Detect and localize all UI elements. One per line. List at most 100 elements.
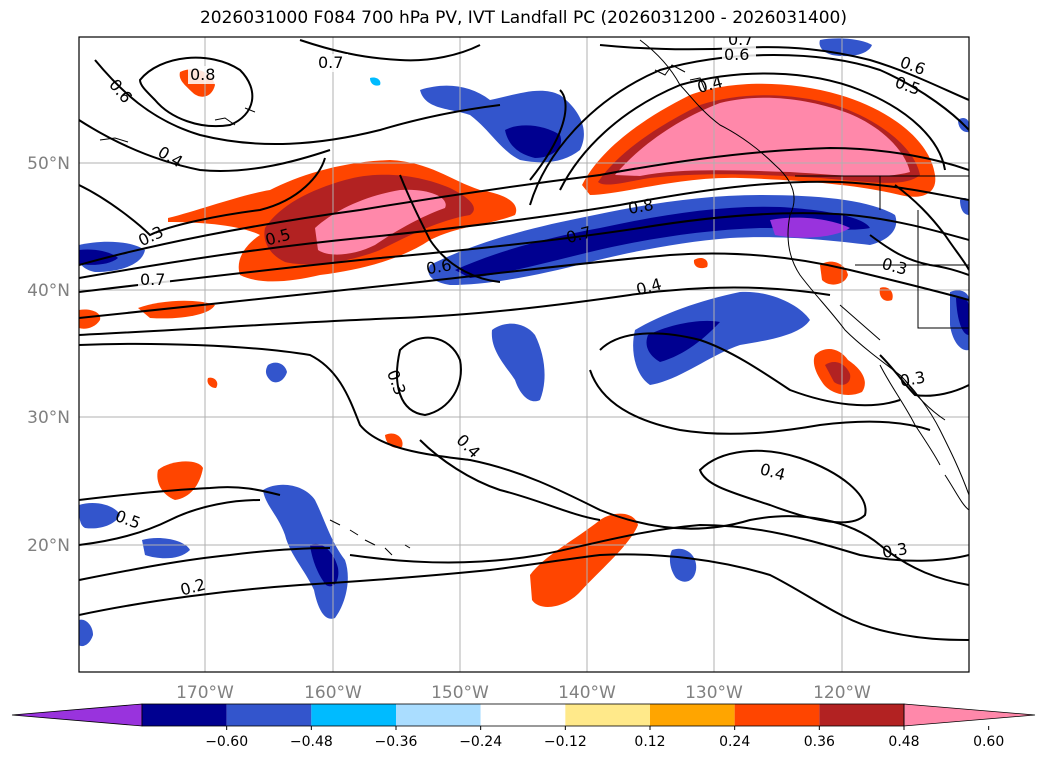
contour-line [894, 184, 969, 271]
contour-label: 0.6 [724, 45, 749, 64]
plot-area: 0.8 0.7 0.6 0.4 0.3 0.5 0.7 0.6 0.7 0.8 … [79, 37, 969, 672]
negative-anomaly-region [505, 125, 562, 158]
border-us-states [839, 176, 969, 341]
negative-anomaly-region [455, 206, 870, 278]
contour-line [79, 342, 969, 586]
lat-tick-label: 40°N [27, 281, 70, 301]
lon-axis: 170°W 160°W 150°W 140°W 130°W 120°W [176, 683, 871, 703]
contour-line [79, 486, 281, 501]
lat-tick-label: 30°N [27, 408, 70, 428]
contour-line [79, 553, 969, 641]
colorbar-swatch [480, 704, 566, 726]
colorbar-swatch [311, 704, 396, 726]
colorbar-tick-label: −0.60 [205, 734, 248, 750]
contour-line [79, 146, 969, 266]
contour-label: 0.8 [190, 65, 215, 84]
positive-anomaly-region [615, 97, 910, 177]
contour-line [559, 72, 946, 191]
negative-anomaly-region [79, 249, 118, 265]
lat-axis: 50°N 40°N 30°N 20°N [27, 154, 70, 556]
coastline-hawaii [329, 519, 411, 556]
colorbar-tick-label: −0.48 [290, 734, 333, 750]
negative-anomaly-region [370, 77, 381, 86]
colorbar-tick-label: 0.60 [973, 734, 1004, 750]
lon-tick-label: 140°W [558, 683, 616, 703]
contour-label: 0.8 [627, 195, 655, 218]
negative-anomaly-region [265, 362, 287, 383]
colorbar-tick-label: −0.24 [459, 734, 502, 750]
contour-label: 0.6 [425, 255, 453, 278]
colorbar-swatch [819, 704, 904, 726]
contour-label: 0.3 [881, 539, 909, 562]
lon-tick-label: 130°W [685, 683, 743, 703]
colorbar-tick-label: 0.36 [804, 734, 835, 750]
negative-anomaly-region [79, 503, 120, 529]
lon-tick-label: 150°W [431, 683, 489, 703]
contour-layer [79, 39, 969, 641]
colorbar-swatch [650, 704, 735, 726]
negative-anomaly-region [956, 297, 969, 335]
contour-label: 0.3 [898, 367, 926, 390]
colorbar-tick-label: 0.48 [888, 734, 919, 750]
coastline-gulf-california [904, 379, 946, 421]
contour-label: 0.7 [318, 53, 343, 72]
positive-anomaly-region [825, 361, 851, 385]
contour-line [79, 499, 261, 546]
contour-line [299, 39, 481, 62]
coastline-alaska-islands [99, 64, 706, 143]
negative-anomaly-region [770, 217, 850, 238]
negative-anomaly-region [491, 323, 545, 402]
colorbar-frame [141, 703, 905, 727]
contour-line [529, 89, 567, 181]
colorbar-tick-label: 0.24 [719, 734, 750, 750]
map-title: 2026031000 F084 700 hPa PV, IVT Landfall… [199, 8, 847, 28]
contour-line [94, 59, 501, 146]
contour-line [138, 56, 254, 128]
contour-line [79, 547, 331, 581]
contour-line [79, 180, 969, 279]
colorbar-swatch [565, 704, 650, 726]
graticule [79, 37, 969, 672]
negative-anomaly-region [142, 538, 190, 559]
colorbar-swatch [226, 704, 312, 726]
plot-frame [78, 36, 970, 673]
contour-line [79, 252, 969, 319]
negative-anomaly-region [633, 291, 810, 385]
lat-tick-label: 50°N [27, 154, 70, 174]
lat-tick-label: 20°N [27, 536, 70, 556]
contour-line [79, 119, 331, 172]
negative-anomaly-region [79, 619, 93, 647]
positive-anomaly-region [79, 309, 101, 329]
contour-line [349, 523, 969, 564]
colorbar-tick-label: −0.12 [544, 734, 587, 750]
colorbar-extend-low [11, 703, 143, 727]
colorbar-extend-high [903, 703, 1036, 727]
colorbar-swatch [142, 704, 227, 726]
contour-line [879, 354, 969, 397]
negative-anomaly-region [960, 197, 969, 215]
contour-line [869, 234, 969, 276]
contour-line [79, 157, 326, 237]
contour-line [419, 439, 601, 521]
colorbar-swatch [396, 704, 481, 726]
negative-anomaly-region [310, 543, 339, 587]
contour-label: 0.7 [140, 270, 165, 289]
colorbar-swatch [734, 704, 820, 726]
positive-anomaly-region [207, 377, 218, 388]
contour-line [79, 212, 969, 293]
positive-anomaly-region [693, 257, 708, 269]
contour-line [599, 44, 969, 101]
positive-anomaly-region [530, 513, 638, 607]
contour-line [589, 369, 931, 435]
coastline-mexico [944, 474, 969, 511]
contour-line [599, 332, 901, 407]
positive-anomaly-region [879, 287, 893, 301]
contour-line [698, 449, 867, 524]
contour-line [79, 286, 831, 336]
contour-line [396, 336, 462, 417]
negative-anomaly-region [646, 320, 720, 362]
colorbar-tick-label: −0.36 [375, 734, 418, 750]
colorbar: −0.60 −0.48 −0.36 −0.24 −0.12 0.12 0.24 0.36 0.4… [11, 703, 1036, 750]
lon-tick-label: 160°W [304, 683, 362, 703]
